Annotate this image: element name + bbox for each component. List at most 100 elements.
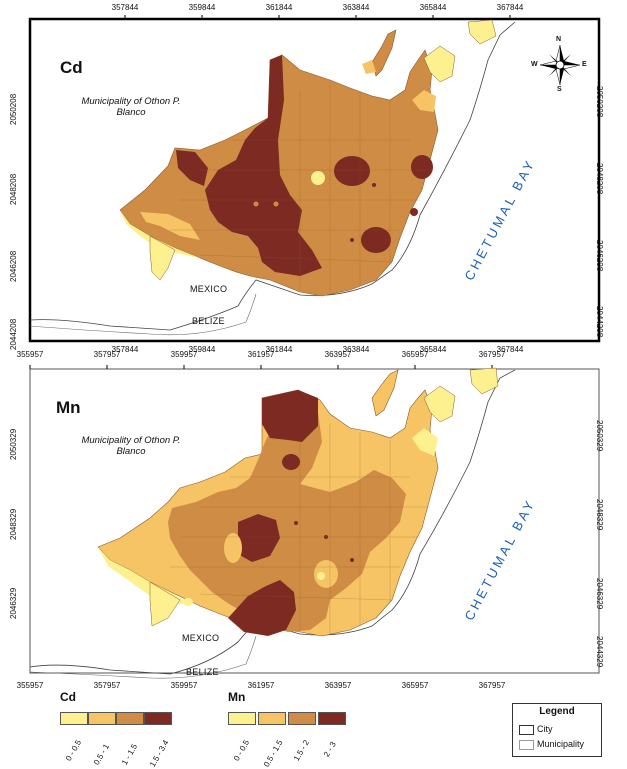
- cd-bottom-tick-label: 361844: [265, 345, 293, 354]
- cd-right-tick-label: 2050208: [595, 86, 604, 118]
- mn-zone-0-0.5-northeast: [412, 428, 438, 456]
- compass-s-label: S: [557, 86, 562, 93]
- cd-bottom-tick-label: 359844: [188, 345, 216, 354]
- cd-zone-0-0.5-farnorth: [467, 19, 497, 45]
- cd-north-strip: [371, 29, 397, 77]
- cd-scale-swatch-2: [88, 712, 116, 725]
- cd-zone-1.5-3.4-core: [205, 55, 322, 276]
- cd-top-tick-label: 359844: [188, 3, 216, 12]
- mn-top-tick-label: 367957: [478, 350, 506, 359]
- compass-n-label: N: [556, 36, 562, 43]
- mn-north-strip: [371, 369, 399, 417]
- cd-street-grid: [170, 85, 430, 292]
- mn-right-tick-label: 2046329: [595, 578, 604, 610]
- cd-scale-title: Cd: [60, 690, 76, 704]
- mn-scale-label-3: 1.5 - 2: [292, 738, 312, 763]
- mn-bottom-tick-label: 361957: [247, 681, 275, 690]
- mn-bottom-tick-label: 365957: [401, 681, 429, 690]
- mn-dot-1: [294, 521, 298, 525]
- cd-hotspot-3: [411, 155, 433, 179]
- mn-zone-0-0.5-farnorth: [469, 367, 499, 395]
- mn-right-tick-label: 2044329: [595, 636, 604, 668]
- cd-zone-0.5-1-northeast: [412, 90, 436, 112]
- mn-top-tick-label: 363957: [324, 350, 352, 359]
- mn-left-tick-label: 2050329: [9, 428, 18, 460]
- legend-box: Legend City Municipality: [512, 703, 602, 757]
- cd-bottom-tick-label: 357844: [111, 345, 139, 354]
- mn-top-tick-label: 357957: [93, 350, 121, 359]
- legend-municipality-label: Municipality: [537, 739, 585, 749]
- cd-scale-swatch-1: [60, 712, 88, 725]
- cd-top-tick-marks: [124, 15, 511, 19]
- mn-zone-1.5-2: [168, 402, 406, 632]
- legend-municipality-swatch: [519, 739, 534, 750]
- legend-city-swatch: [519, 724, 534, 735]
- mn-scale-swatch-1: [228, 712, 256, 725]
- mn-scale-label-4: 2 - 3: [322, 740, 338, 759]
- mn-zone-0-0.5-north: [423, 385, 456, 423]
- mn-color-scale: Mn 0 - 0.5 0.5 - 1.5 1.5 - 2 2 - 3: [0, 690, 400, 769]
- cd-zone-0.5-1-west: [140, 212, 200, 240]
- legend-item-municipality: Municipality: [519, 739, 584, 750]
- cd-top-tick-label: 357844: [111, 3, 139, 12]
- mn-top-tick-label: 355957: [16, 350, 44, 359]
- cd-bottom-tick-label: 363844: [342, 345, 370, 354]
- compass-e-label: E: [582, 61, 587, 68]
- cd-belize-label: BELIZE: [192, 316, 225, 326]
- cd-zone-0-0.5-southwest: [149, 235, 176, 281]
- mn-map-title: Mn: [56, 398, 81, 417]
- cd-top-tick-label: 361844: [265, 3, 293, 12]
- mn-belize-label: BELIZE: [186, 667, 219, 677]
- compass-w-label: W: [531, 61, 538, 68]
- mn-bottom-tick-label: 359957: [170, 681, 198, 690]
- mn-zone-2-3-center: [238, 514, 280, 562]
- mn-top-tick-label: 361957: [247, 350, 275, 359]
- mn-left-tick-label: 2046329: [9, 587, 18, 619]
- mn-scale-label-2: 0.5 - 1.5: [262, 738, 285, 769]
- mn-zone-0-0.5-southwest: [149, 581, 181, 627]
- cd-map-title: Cd: [60, 58, 83, 77]
- cd-hotspot-4: [410, 208, 418, 216]
- mn-street-grid: [170, 424, 430, 634]
- mn-bottom-tick-label: 367957: [478, 681, 506, 690]
- cd-map-panel: 357844 359844 361844 363844 365844 36784…: [0, 0, 627, 360]
- cd-left-tick-label: 2046208: [9, 250, 18, 282]
- mn-bottom-tick-label: 355957: [16, 681, 44, 690]
- mn-top-tick-label: 365957: [401, 350, 429, 359]
- cd-lowspot-1: [311, 171, 325, 185]
- mn-municipality-label: Municipality of Othon P. Blanco: [81, 435, 181, 457]
- mn-top-tick-marks: [29, 365, 493, 369]
- cd-left-tick-label: 2050208: [9, 93, 18, 125]
- legend-city-label: City: [537, 724, 553, 734]
- cd-top-tick-label: 365844: [419, 3, 447, 12]
- mn-left-tick-label: 2048329: [9, 508, 18, 540]
- cd-dot-2: [273, 201, 279, 207]
- legend-item-city: City: [519, 724, 553, 735]
- cd-dot-4: [372, 183, 376, 187]
- cd-top-tick-label: 367844: [496, 3, 524, 12]
- mn-scale-swatch-2: [258, 712, 286, 725]
- mn-scale-title: Mn: [228, 690, 246, 704]
- mn-zone-2-3-south: [228, 580, 296, 636]
- cd-left-tick-label: 2048208: [9, 173, 18, 205]
- cd-right-tick-label: 2048208: [595, 163, 604, 195]
- mn-right-tick-label: 2048329: [595, 499, 604, 531]
- cd-scale-swatch-3: [116, 712, 144, 725]
- mn-scale-swatch-3: [288, 712, 316, 725]
- mn-zone-2-3-spot-1: [282, 454, 300, 470]
- cd-map-svg: [28, 15, 601, 343]
- mn-bottom-tick-label: 363957: [324, 681, 352, 690]
- mn-coastline: [29, 369, 516, 675]
- mn-mexico-label: MEXICO: [182, 633, 220, 643]
- mn-top-tick-label: 359957: [170, 350, 198, 359]
- mn-lowspot-3: [317, 572, 325, 580]
- mn-right-tick-label: 2050329: [595, 420, 604, 452]
- cd-scale-swatch-4: [144, 712, 172, 725]
- cd-municipality-label: Municipality of Othon P. Blanco: [81, 96, 181, 118]
- mn-zone-2-3-north: [262, 390, 318, 442]
- cd-dot-1: [253, 201, 259, 207]
- mn-map-svg: [29, 365, 600, 679]
- mn-border-line: [29, 635, 257, 679]
- cd-bottom-tick-label: 367844: [496, 345, 524, 354]
- compass-rose: [539, 44, 581, 86]
